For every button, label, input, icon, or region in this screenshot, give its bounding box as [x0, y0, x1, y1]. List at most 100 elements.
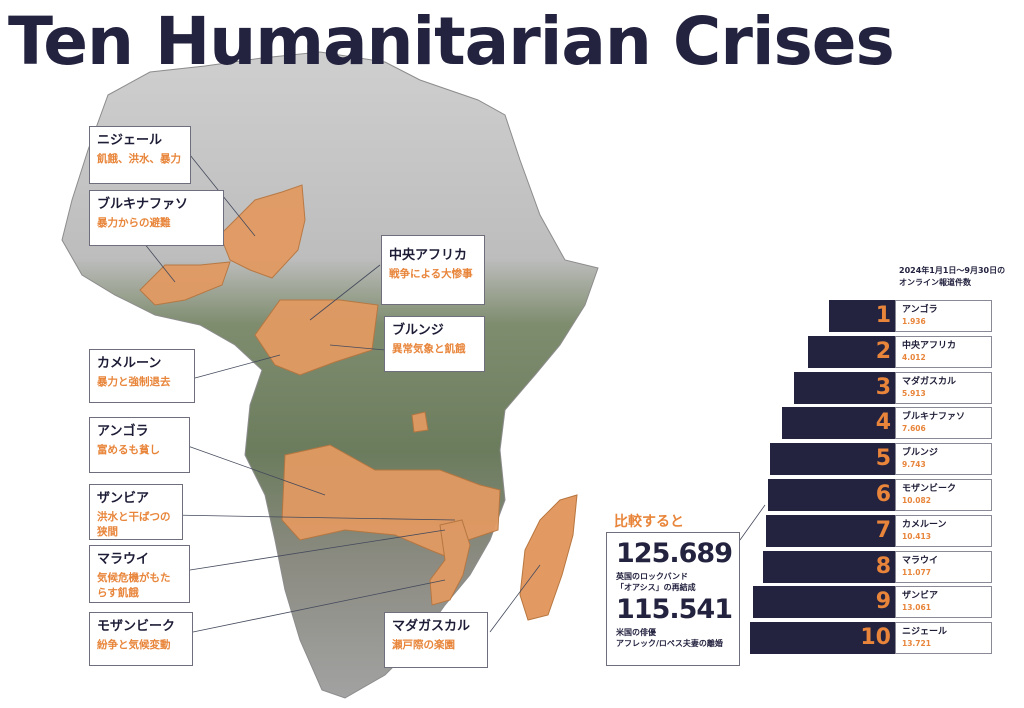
ranking-bar: 1 — [829, 300, 895, 332]
label-malawi-name: マラウイ — [97, 552, 150, 567]
comparison-box: 125.689 英国のロックバンド 「オアシス」の再結成 115.541 米国の… — [606, 532, 740, 666]
label-niger-name: ニジェール — [97, 133, 163, 148]
label-niger-desc: 飢餓、洪水、暴力 — [97, 153, 181, 165]
label-burundi-name: ブルンジ — [392, 323, 444, 338]
page-title: Ten Humanitarian Crises — [8, 3, 895, 80]
mozambique-malawi-region — [429, 519, 471, 606]
ranking-rank-number: 9 — [875, 589, 891, 614]
label-angola: アンゴラ 富めるも貧し — [89, 417, 190, 473]
label-mozambique-name: モザンビーク — [97, 619, 176, 634]
ranking-label-box: ザンビア 13.061 — [895, 586, 992, 618]
ranking-rank-number: 1 — [875, 303, 891, 328]
label-cameroon-desc: 暴力と強制退去 — [97, 376, 171, 388]
comparison-value-divorce: 115.541 — [616, 594, 733, 625]
ranking-label-box: カメルーン 10.413 — [895, 515, 992, 547]
label-mozambique: モザンビーク 紛争と気候変動 — [89, 612, 193, 666]
label-niger: ニジェール 飢餓、洪水、暴力 — [89, 126, 191, 184]
ranking-rank-number: 5 — [875, 446, 891, 471]
label-madagascar: マダガスカル 瀬戸際の楽園 — [384, 612, 488, 668]
label-cameroon: カメルーン 暴力と強制退去 — [89, 349, 195, 403]
label-angola-name: アンゴラ — [97, 424, 149, 439]
label-cameroon-name: カメルーン — [97, 356, 162, 371]
label-burkina-faso-desc: 暴力からの避難 — [97, 217, 171, 229]
ranking-heading-line2: オンライン報道件数 — [899, 278, 971, 287]
label-burkina-faso-name: ブルキナファソ — [97, 197, 189, 212]
ranking-country-name: ブルンジ — [902, 448, 938, 458]
ranking-label-box: ニジェール 13.721 — [895, 622, 992, 654]
ranking-bar: 9 — [753, 586, 895, 618]
ranking-bar: 7 — [766, 515, 895, 547]
highlighted-countries — [139, 184, 501, 606]
ranking-bar: 8 — [763, 551, 895, 583]
burundi-region — [411, 411, 429, 433]
comparison-desc-divorce-1: 米国の俳優 — [616, 628, 656, 637]
ranking-country-name: マダガスカル — [902, 377, 957, 387]
ranking-count-value: 1.936 — [902, 317, 926, 326]
label-zambia: ザンビア 洪水と干ばつの狭間 — [89, 484, 183, 540]
comparison-desc-divorce-2: アフレック/ロペス夫妻の離婚 — [616, 639, 723, 648]
ranking-count-value: 13.721 — [902, 639, 931, 648]
ranking-country-name: ザンビア — [902, 591, 939, 601]
ranking-country-name: マラウイ — [902, 556, 939, 566]
ranking-count-value: 10.413 — [902, 532, 931, 541]
ranking-heading: 2024年1月1日～9月30日の オンライン報道件数 — [899, 265, 1005, 289]
label-angola-desc: 富めるも貧し — [97, 444, 160, 456]
label-malawi-desc: 気候危機がもたらす飢餓 — [97, 572, 171, 599]
ranking-count-value: 11.077 — [902, 568, 931, 577]
ranking-country-name: カメルーン — [902, 520, 947, 530]
ranking-bar: 5 — [770, 443, 895, 475]
label-burundi-desc: 異常気象と飢餓 — [392, 343, 466, 355]
ranking-rank-number: 10 — [860, 625, 891, 650]
label-madagascar-name: マダガスカル — [392, 619, 471, 634]
ranking-country-name: モザンビーク — [902, 484, 957, 494]
ranking-country-name: ニジェール — [902, 627, 948, 637]
ranking-count-value: 7.606 — [902, 424, 926, 433]
label-malawi: マラウイ 気候危機がもたらす飢餓 — [89, 545, 190, 603]
comparison-value-oasis: 125.689 — [616, 538, 733, 569]
ranking-rank-number: 3 — [875, 375, 891, 400]
ranking-label-box: アンゴラ 1.936 — [895, 300, 992, 332]
ranking-count-value: 10.082 — [902, 496, 931, 505]
ranking-count-value: 4.012 — [902, 353, 926, 362]
label-burkina-faso: ブルキナファソ 暴力からの避難 — [89, 190, 224, 246]
comparison-heading: 比較すると — [614, 514, 684, 530]
ranking-bar: 10 — [750, 622, 895, 654]
label-zambia-desc: 洪水と干ばつの狭間 — [97, 511, 171, 538]
label-central-africa: 中央アフリカ 戦争による大惨事 — [381, 235, 485, 305]
ranking-rank-number: 8 — [875, 554, 891, 579]
ranking-count-value: 13.061 — [902, 603, 931, 612]
burkina-faso-region — [139, 261, 231, 306]
comparison-desc-oasis-2: 「オアシス」の再結成 — [616, 583, 696, 592]
label-madagascar-desc: 瀬戸際の楽園 — [392, 639, 455, 651]
ranking-bar: 2 — [808, 336, 895, 368]
madagascar-island — [519, 494, 578, 621]
ranking-rank-number: 4 — [875, 410, 891, 435]
ranking-label-box: モザンビーク 10.082 — [895, 479, 992, 511]
ranking-label-box: ブルンジ 9.743 — [895, 443, 992, 475]
central-africa-cameroon-region — [254, 299, 379, 376]
label-zambia-name: ザンビア — [97, 491, 150, 506]
label-central-africa-name: 中央アフリカ — [389, 248, 468, 263]
ranking-label-box: 中央アフリカ 4.012 — [895, 336, 992, 368]
leader-lines — [139, 154, 766, 633]
ranking-label-box: マラウイ 11.077 — [895, 551, 992, 583]
ranking-rank-number: 2 — [875, 339, 891, 364]
ranking-label-box: ブルキナファソ 7.606 — [895, 407, 992, 439]
ranking-rank-number: 7 — [875, 518, 891, 543]
label-burundi: ブルンジ 異常気象と飢餓 — [384, 316, 485, 372]
ranking-heading-line1: 2024年1月1日～9月30日の — [899, 266, 1006, 275]
ranking-count-value: 9.743 — [902, 460, 926, 469]
niger-region — [219, 184, 306, 279]
label-mozambique-desc: 紛争と気候変動 — [97, 639, 171, 651]
ranking-count-value: 5.913 — [902, 389, 926, 398]
ranking-country-name: 中央アフリカ — [902, 341, 957, 351]
ranking-bar: 3 — [794, 372, 895, 404]
ranking-rank-number: 6 — [875, 482, 891, 507]
ranking-country-name: ブルキナファソ — [902, 412, 966, 422]
ranking-bar: 6 — [768, 479, 895, 511]
label-central-africa-desc: 戦争による大惨事 — [389, 268, 473, 280]
comparison-desc-oasis-1: 英国のロックバンド — [616, 572, 688, 581]
ranking-bar: 4 — [782, 407, 895, 439]
ranking-country-name: アンゴラ — [902, 305, 938, 315]
ranking-label-box: マダガスカル 5.913 — [895, 372, 992, 404]
